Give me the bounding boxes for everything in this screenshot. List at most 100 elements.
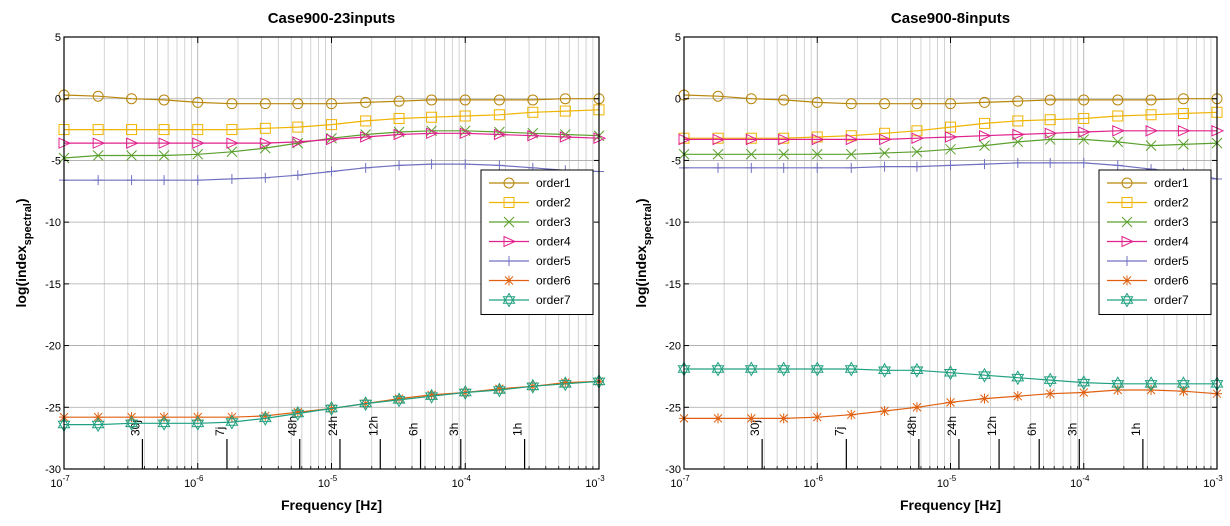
chart1-annotation-label: 30j bbox=[748, 420, 762, 436]
chart0-data-point bbox=[226, 98, 238, 110]
chart1-data-point bbox=[1077, 375, 1091, 391]
chart0-data-point bbox=[92, 124, 104, 136]
chart1-data-point bbox=[979, 96, 991, 108]
chart0-series-line bbox=[64, 109, 600, 131]
chart1-y-axis-label: log(indexspectral) bbox=[633, 198, 654, 307]
chart1-x-tick-exponent: -5 bbox=[949, 474, 957, 483]
chart1-y-tick-label: -25 bbox=[665, 402, 681, 414]
chart1-data-point bbox=[1011, 370, 1025, 386]
chart0-data-point bbox=[426, 111, 438, 123]
chart1-data-point bbox=[1177, 93, 1189, 105]
chart0-title: Case900-23inputs bbox=[268, 10, 396, 27]
chart0-legend-marker-order6 bbox=[504, 275, 514, 286]
chart1-data-point bbox=[1045, 157, 1056, 168]
chart1-legend-marker-order3 bbox=[1121, 216, 1133, 228]
chart0-legend-label-order4: order4 bbox=[536, 235, 571, 249]
chart1-series-line bbox=[684, 368, 1217, 385]
chart1-data-point bbox=[844, 361, 858, 377]
chart0-data-point bbox=[192, 175, 203, 186]
chart0-data-point bbox=[260, 410, 271, 421]
chart1-data-point bbox=[911, 146, 923, 158]
chart1-y-tick-label: -5 bbox=[671, 155, 681, 167]
chart1-data-point bbox=[713, 413, 724, 424]
chart0-legend-marker-order5 bbox=[504, 256, 514, 266]
chart0-series-order2 bbox=[58, 104, 605, 136]
chart0-legend-marker-order2 bbox=[503, 197, 515, 208]
chart0-annotation-label: 12h bbox=[366, 416, 380, 436]
chart0-data-point bbox=[126, 137, 139, 149]
chart1-data-point bbox=[812, 412, 823, 423]
chart1-y-axis-label-close: ) bbox=[633, 198, 649, 203]
chart1-data-point bbox=[746, 162, 757, 173]
chart0-series-line bbox=[64, 132, 600, 144]
chart0-x-tick-label: 10-3 bbox=[585, 474, 605, 490]
chart0-y-axis-label-main: log(index bbox=[13, 245, 29, 307]
chart0-data-point bbox=[493, 128, 507, 141]
chart0-legend: order1 order2 order3 order4 order5 order6 orde… bbox=[480, 169, 594, 315]
chart1-data-point bbox=[1112, 125, 1125, 137]
chart1-data-point bbox=[1145, 109, 1157, 121]
chart0-x-tick-base: 10 bbox=[585, 478, 597, 490]
chart1-data-point bbox=[1112, 160, 1123, 171]
chart1-data-point bbox=[879, 133, 892, 146]
chart1-data-point bbox=[1078, 387, 1089, 398]
chart0-x-tick-exponent: -5 bbox=[330, 474, 338, 483]
chart1-data-point bbox=[712, 148, 724, 160]
chart1-data-point bbox=[1176, 376, 1190, 392]
chart0-data-point bbox=[560, 377, 571, 388]
chart1-legend-label-order5: order5 bbox=[1154, 254, 1189, 268]
chart0-annotations: 30j 7j 48h 24h 12h 6h 3h 1h bbox=[128, 416, 526, 469]
chart0-data-point bbox=[458, 385, 472, 401]
chart1-data-point bbox=[713, 162, 724, 173]
chart1-x-tick-label: 10-7 bbox=[670, 474, 690, 490]
chart0-data-point bbox=[226, 412, 237, 423]
chart1-data-point bbox=[845, 148, 857, 160]
chart1-data-point bbox=[979, 129, 992, 142]
chart1-legend-label-order6: order6 bbox=[1154, 274, 1189, 288]
chart0-data-point bbox=[459, 94, 471, 106]
chart1-legend-marker-order2 bbox=[1121, 197, 1133, 208]
chart0-data-point bbox=[192, 96, 204, 108]
chart1-series-order1 bbox=[678, 89, 1223, 110]
chart0-annotation-label: 7j bbox=[213, 427, 227, 436]
chart0-data-point bbox=[392, 392, 406, 408]
chart1-legend-label-order2: order2 bbox=[1154, 196, 1189, 210]
chart1-legend-marker-order5 bbox=[1122, 256, 1132, 266]
chart1-x-tick-exponent: -7 bbox=[683, 474, 691, 483]
chart1-annotation-label: 12h bbox=[985, 416, 999, 436]
chart0-x-ticks: 10-7 10-6 10-5 10-4 10-3 bbox=[50, 37, 605, 490]
chart0-data-point bbox=[558, 376, 572, 392]
chart0-data-point bbox=[92, 90, 104, 102]
chart1-data-point bbox=[878, 362, 892, 378]
chart1-data-point bbox=[778, 133, 791, 146]
chart1-series-line bbox=[683, 94, 1217, 105]
chart1-data-point bbox=[1043, 372, 1057, 388]
chart1-data-point bbox=[745, 93, 757, 105]
chart1-data-point bbox=[778, 413, 789, 424]
chart0-data-point bbox=[326, 166, 337, 177]
chart1-data-point bbox=[846, 409, 857, 420]
chart1-panel: 30j 7j 48h 24h 12h 6h 3h 1h50-5-10-15-20-25-301… bbox=[633, 10, 1225, 513]
chart0-data-point bbox=[360, 96, 372, 108]
chart0-x-tick-exponent: -7 bbox=[63, 474, 71, 483]
chart1-data-point bbox=[945, 121, 956, 133]
chart0-data-point bbox=[125, 415, 139, 431]
chart0-data-point bbox=[426, 389, 437, 400]
chart1-data-point bbox=[978, 367, 991, 383]
chart0-data-point bbox=[393, 128, 407, 141]
chart0-data-point bbox=[91, 417, 105, 433]
chart0-data-point bbox=[92, 137, 106, 149]
chart0-data-point bbox=[426, 159, 437, 170]
chart1-data-point bbox=[1112, 94, 1124, 106]
chart1-legend-box bbox=[1098, 169, 1212, 315]
chart1-y-tick-label: -30 bbox=[665, 464, 681, 476]
chart0-data-point bbox=[459, 127, 473, 140]
chart1-data-point bbox=[879, 127, 891, 139]
chart1-x-ticks: 10-7 10-6 10-5 10-4 10-3 bbox=[670, 37, 1223, 490]
chart1-series-order3 bbox=[678, 134, 1223, 160]
chart0-data-point bbox=[527, 94, 539, 106]
chart1-x-tick-exponent: -4 bbox=[1082, 474, 1090, 483]
chart1-data-point bbox=[1044, 127, 1058, 140]
chart0-series-line bbox=[63, 94, 599, 105]
chart1-y-tick-label: -10 bbox=[665, 217, 681, 229]
